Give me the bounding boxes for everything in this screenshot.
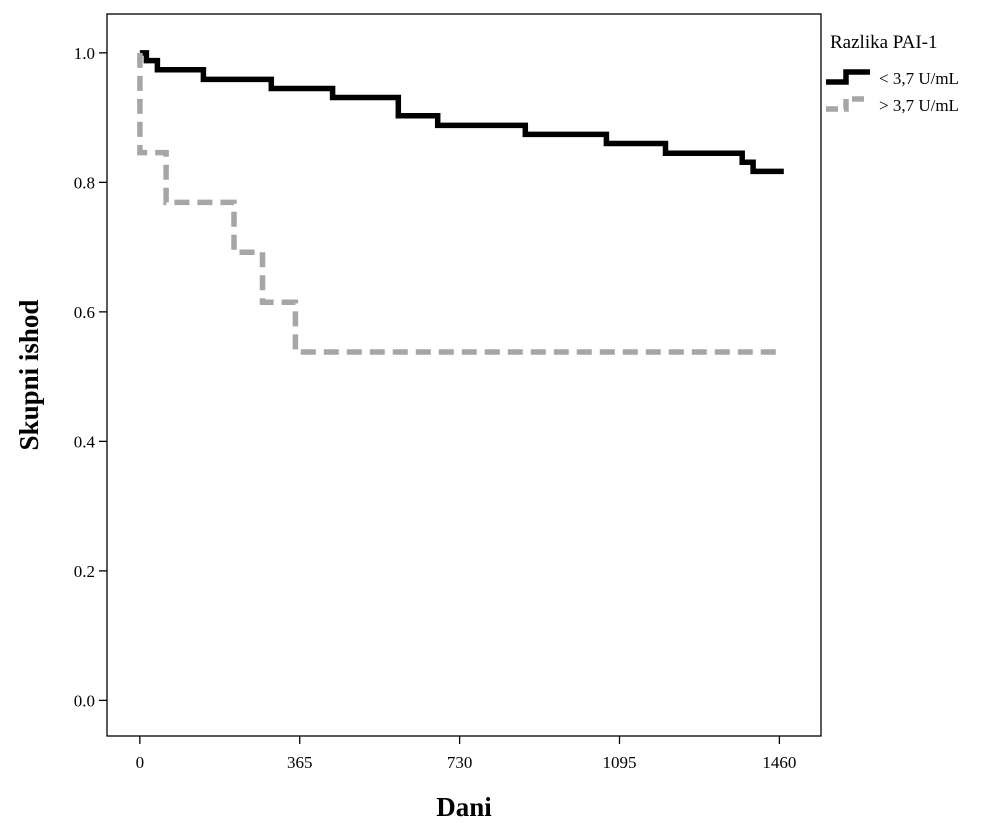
- series-layer: [137, 50, 784, 355]
- y-axis-title: Skupni ishod: [14, 300, 44, 451]
- x-tick-label: 730: [447, 753, 473, 772]
- x-tick-label: 1460: [762, 753, 796, 772]
- series-line-1: [139, 50, 784, 175]
- y-tick-label: 0.6: [74, 303, 95, 322]
- y-tick-label: 0.8: [74, 173, 95, 192]
- y-tick-label: 0.4: [74, 432, 96, 451]
- y-tick-label: 0.0: [74, 691, 95, 710]
- legend-label-1: < 3,7 U/mL: [879, 69, 959, 88]
- legend-symbol-1: [826, 69, 870, 85]
- y-axis: 0.0 0.2 0.4 0.6 0.8 1.0: [74, 44, 107, 710]
- series-line-2: [137, 52, 784, 355]
- x-axis-title: Dani: [436, 792, 492, 822]
- x-axis: 0 365 730 1095 1460: [136, 736, 796, 772]
- x-tick-label: 0: [136, 753, 145, 772]
- legend-label-2: > 3,7 U/mL: [879, 96, 959, 115]
- x-tick-label: 365: [287, 753, 313, 772]
- legend-symbol-2: [826, 96, 870, 112]
- legend-title: Razlika PAI-1: [830, 32, 937, 53]
- plot-frame: [106, 13, 822, 737]
- legend-items: < 3,7 U/mL > 3,7 U/mL: [826, 69, 959, 115]
- x-tick-label: 1095: [603, 753, 637, 772]
- y-tick-label: 1.0: [74, 44, 95, 63]
- legend: Razlika PAI-1 < 3,7 U/mL > 3,7 U/mL: [826, 32, 959, 115]
- y-tick-label: 0.2: [74, 562, 95, 581]
